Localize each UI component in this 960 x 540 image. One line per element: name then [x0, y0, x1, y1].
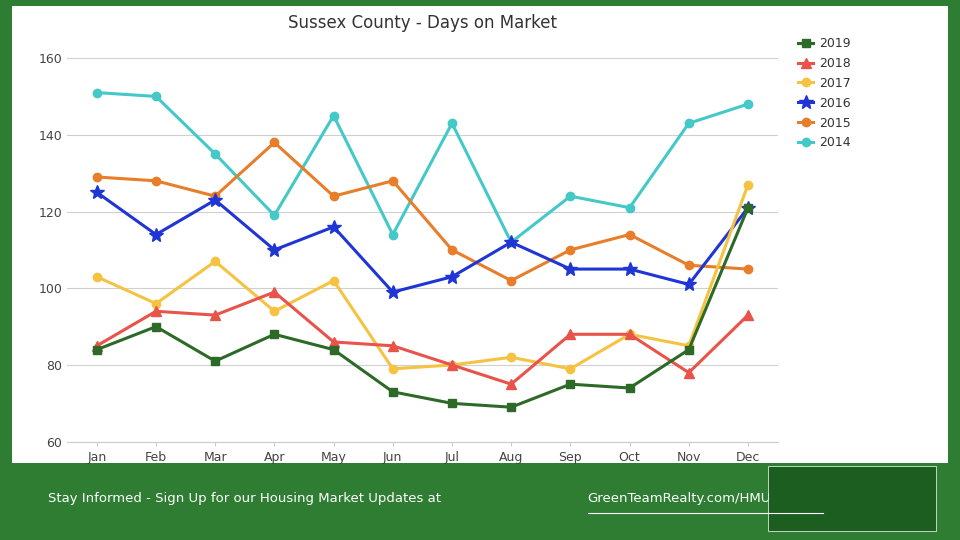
Title: Sussex County - Days on Market: Sussex County - Days on Market [288, 14, 557, 32]
Text: Stay Informed - Sign Up for our Housing Market Updates at: Stay Informed - Sign Up for our Housing … [48, 492, 445, 505]
Bar [786, 504, 798, 522]
Polygon shape [777, 475, 807, 522]
Text: GreenTeamRealty.com/HMU: GreenTeamRealty.com/HMU [588, 492, 771, 505]
Text: GREEN TEAM: GREEN TEAM [820, 481, 896, 490]
Text: REALTY: REALTY [820, 502, 862, 512]
Legend: 2019, 2018, 2017, 2016, 2015, 2014: 2019, 2018, 2017, 2016, 2015, 2014 [798, 37, 852, 150]
